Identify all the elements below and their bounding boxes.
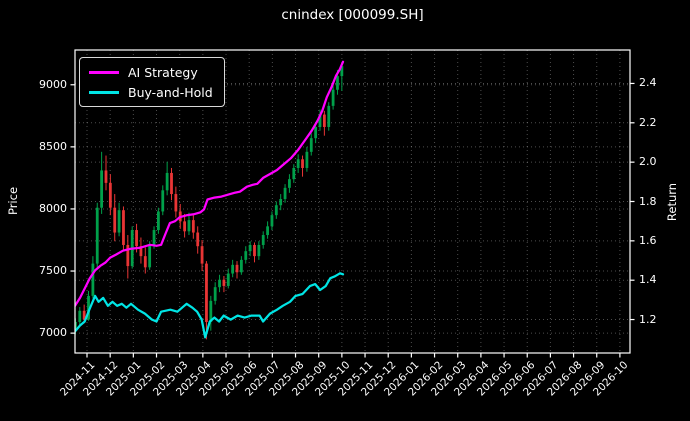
return-tick-label: 1.4 bbox=[639, 273, 657, 287]
legend-label-ai-strategy: AI Strategy bbox=[128, 64, 198, 80]
return-tick-label: 1.6 bbox=[639, 233, 657, 247]
return-tick-label: 2.4 bbox=[639, 76, 657, 90]
price-tick-label: 7500 bbox=[39, 264, 67, 278]
y-axis-label-return: Return bbox=[665, 182, 679, 222]
legend-label-buy-and-hold: Buy-and-Hold bbox=[128, 84, 213, 100]
legend: AI Strategy Buy-and-Hold bbox=[79, 57, 225, 107]
return-tick-label: 2.2 bbox=[639, 115, 657, 129]
ai-strategy-line-swatch bbox=[89, 70, 119, 74]
return-tick-label: 2.0 bbox=[639, 155, 657, 169]
legend-item-buy-and-hold: Buy-and-Hold bbox=[89, 82, 216, 102]
return-tick-label: 1.8 bbox=[639, 194, 657, 208]
buy-and-hold-line-swatch bbox=[89, 90, 119, 94]
price-tick-label: 8000 bbox=[39, 201, 67, 215]
legend-item-ai-strategy: AI Strategy bbox=[89, 62, 216, 82]
return-tick-label: 1.2 bbox=[639, 312, 657, 326]
price-tick-label: 8500 bbox=[39, 139, 67, 153]
price-tick-label: 9000 bbox=[39, 77, 67, 91]
chart-title: cnindex [000099.SH] bbox=[281, 7, 424, 23]
ai-strategy-line bbox=[75, 60, 345, 307]
buy-and-hold-line bbox=[75, 272, 345, 339]
price-tick-label: 7000 bbox=[39, 326, 67, 340]
